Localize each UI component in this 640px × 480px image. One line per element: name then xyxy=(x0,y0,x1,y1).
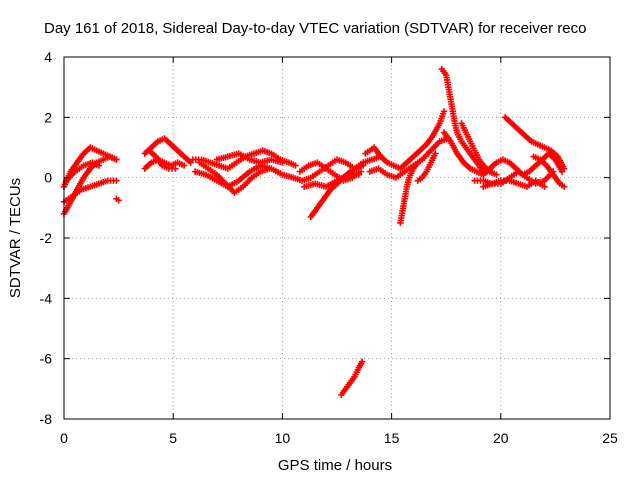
y-tick-label: 2 xyxy=(44,109,52,125)
data-series-t6 xyxy=(141,135,194,166)
data-series-t12 xyxy=(213,150,286,166)
y-tick-label: -4 xyxy=(40,290,53,306)
data-series-t17 xyxy=(338,358,366,399)
y-tick-label: 0 xyxy=(44,170,52,186)
data-point xyxy=(115,197,122,204)
data-series-t22 xyxy=(438,65,487,175)
data-point xyxy=(360,162,367,169)
x-tick-label: 0 xyxy=(60,430,68,446)
y-tick-label: 4 xyxy=(44,49,52,65)
data-point xyxy=(432,150,439,157)
x-tick-label: 10 xyxy=(275,430,291,446)
axis-ticks: 0 5 10 15 20 25 -8 -6 -4 -2 0 2 4 xyxy=(40,49,618,446)
data-point xyxy=(414,159,422,166)
data-point xyxy=(440,108,448,115)
x-tick-label: 20 xyxy=(493,430,509,446)
data-series-t27 xyxy=(501,114,568,172)
data-point xyxy=(560,183,568,190)
data-series-t16 xyxy=(301,171,363,190)
grid-lines xyxy=(64,57,610,419)
data-point xyxy=(358,358,366,365)
data-point xyxy=(292,162,299,169)
x-tick-label: 5 xyxy=(169,430,177,446)
data-point xyxy=(541,183,548,190)
x-tick-label: 15 xyxy=(384,430,400,446)
data-series-t8 xyxy=(145,147,179,172)
data-point xyxy=(180,162,188,169)
data-series-t18 xyxy=(362,108,448,172)
y-tick-label: -2 xyxy=(40,230,53,246)
data-series-t24 xyxy=(458,120,500,178)
x-tick-label: 25 xyxy=(602,430,618,446)
data-series-t11 xyxy=(196,159,273,196)
chart-title: Day 161 of 2018, Sidereal Day-to-day VTE… xyxy=(44,20,586,37)
data-point xyxy=(172,165,179,172)
data-series-t28 xyxy=(530,153,568,190)
data-series-t20 xyxy=(397,159,422,227)
y-axis-label: SDTVAR / TECUs xyxy=(7,178,24,298)
data-series-t4 xyxy=(62,159,103,184)
y-tick-label: -6 xyxy=(40,351,53,367)
data-series-t26 xyxy=(480,177,548,190)
data-series-t21 xyxy=(414,150,439,184)
data-points xyxy=(60,65,568,399)
data-point xyxy=(113,177,120,184)
data-point xyxy=(113,156,120,163)
data-point xyxy=(95,162,103,169)
data-point xyxy=(279,159,286,166)
data-point xyxy=(493,171,500,178)
y-tick-label: -8 xyxy=(40,411,53,427)
x-axis-label: GPS time / hours xyxy=(278,457,392,474)
data-point xyxy=(266,165,273,172)
data-point xyxy=(355,171,363,178)
data-series-t5 xyxy=(113,195,122,204)
data-point xyxy=(560,165,568,172)
